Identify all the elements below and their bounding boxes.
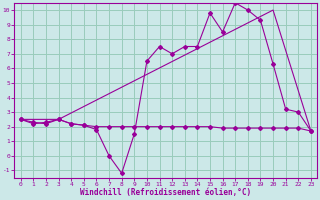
X-axis label: Windchill (Refroidissement éolien,°C): Windchill (Refroidissement éolien,°C) <box>80 188 252 197</box>
